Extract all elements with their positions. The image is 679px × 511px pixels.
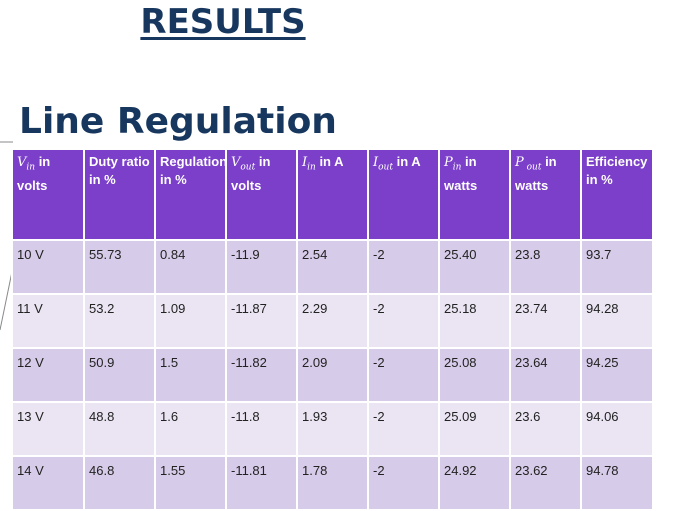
table-cell: 25.08 [438, 347, 511, 403]
header-symbol: Pin [444, 155, 462, 173]
header-label: in A [315, 154, 344, 169]
table-cell: 13 V [11, 401, 85, 457]
table-cell: 23.6 [509, 401, 582, 457]
table-cell: -11.81 [225, 455, 298, 511]
table-cell: 46.8 [83, 455, 156, 511]
column-header: Vin in volts [11, 148, 85, 241]
table-cell: 53.2 [83, 293, 156, 349]
table-cell: -11.87 [225, 293, 298, 349]
header-subscript: in [452, 162, 462, 173]
header-symbol: Iout [373, 155, 393, 173]
header-label: in volts [17, 154, 51, 193]
table-cell: 93.7 [580, 239, 654, 295]
table-cell: 23.74 [509, 293, 582, 349]
table-cell: 1.93 [296, 401, 369, 457]
header-label: Efficiency in % [586, 154, 648, 187]
table-cell: 25.40 [438, 239, 511, 295]
column-header: Regulation in % [154, 148, 227, 241]
table-cell: -11.82 [225, 347, 298, 403]
column-header: P out in watts [509, 148, 582, 241]
table-cell: 1.6 [154, 401, 227, 457]
table-cell: 2.54 [296, 239, 369, 295]
table-row: 12 V 50.9 1.5 -11.82 2.09 -2 25.08 23.64 94.25 [11, 347, 654, 403]
table-cell: 2.09 [296, 347, 369, 403]
table-row: 13 V 48.8 1.6 -11.8 1.93 -2 25.09 23.6 94.06 [11, 401, 654, 457]
table-cell: 1.78 [296, 455, 369, 511]
table-cell: 23.64 [509, 347, 582, 403]
table-cell: 1.09 [154, 293, 227, 349]
column-header: Iout in A [367, 148, 440, 241]
table-body: 10 V 55.73 0.84 -11.9 2.54 -2 25.40 23.8 93.7 11 … [11, 239, 654, 511]
column-header: Iin in A [296, 148, 369, 241]
table-cell: 0.84 [154, 239, 227, 295]
table-cell: 2.29 [296, 293, 369, 349]
header-symbol: P out [515, 155, 542, 173]
table-cell: -2 [367, 347, 440, 403]
header-symbol: Iin [302, 155, 316, 173]
table-header-row: Vin in volts Duty ratio in % Regulation in… [11, 148, 654, 241]
table-row: 10 V 55.73 0.84 -11.9 2.54 -2 25.40 23.8 93.7 [11, 239, 654, 295]
table-cell: 14 V [11, 455, 85, 511]
header-subscript: out [523, 162, 542, 173]
column-header: Efficiency in % [580, 148, 654, 241]
results-table: Vin in volts Duty ratio in % Regulation in… [11, 148, 654, 511]
table-row: 11 V 53.2 1.09 -11.87 2.29 -2 25.18 23.74 94.28 [11, 293, 654, 349]
table-cell: 11 V [11, 293, 85, 349]
table-cell: -2 [367, 455, 440, 511]
header-subscript: in [307, 162, 316, 173]
table-cell: 94.78 [580, 455, 654, 511]
table-cell: 25.18 [438, 293, 511, 349]
table-cell: -11.9 [225, 239, 298, 295]
table-cell: 48.8 [83, 401, 156, 457]
header-label: in A [392, 154, 421, 169]
table-row: 14 V 46.8 1.55 -11.81 1.78 -2 24.92 23.62 94.78 [11, 455, 654, 511]
header-label: in watts [515, 154, 557, 193]
header-subscript: in [26, 162, 36, 173]
slide-title: RESULTS [140, 2, 306, 42]
table-cell: -2 [367, 293, 440, 349]
table-cell: 12 V [11, 347, 85, 403]
table-cell: 23.8 [509, 239, 582, 295]
table-cell: 1.55 [154, 455, 227, 511]
table-cell: 10 V [11, 239, 85, 295]
column-header: Pin in watts [438, 148, 511, 241]
table-cell: 94.28 [580, 293, 654, 349]
table-cell: 50.9 [83, 347, 156, 403]
header-label: in watts [444, 154, 478, 193]
table-cell: 55.73 [83, 239, 156, 295]
header-label: in volts [231, 154, 271, 193]
table-cell: -2 [367, 401, 440, 457]
table-cell: -11.8 [225, 401, 298, 457]
header-label: Regulation in % [160, 154, 226, 187]
header-label: Duty ratio in % [89, 154, 150, 187]
table-cell: -2 [367, 239, 440, 295]
slide-subtitle: Line Regulation [19, 101, 337, 142]
table-cell: 23.62 [509, 455, 582, 511]
column-header: Vout in volts [225, 148, 298, 241]
table-cell: 94.25 [580, 347, 654, 403]
table-cell: 94.06 [580, 401, 654, 457]
header-subscript: out [378, 162, 393, 173]
table-cell: 1.5 [154, 347, 227, 403]
header-symbol: Vin [17, 155, 36, 173]
column-header: Duty ratio in % [83, 148, 156, 241]
header-subscript: out [240, 162, 256, 173]
header-symbol: Vout [231, 155, 256, 173]
table-cell: 25.09 [438, 401, 511, 457]
table-cell: 24.92 [438, 455, 511, 511]
